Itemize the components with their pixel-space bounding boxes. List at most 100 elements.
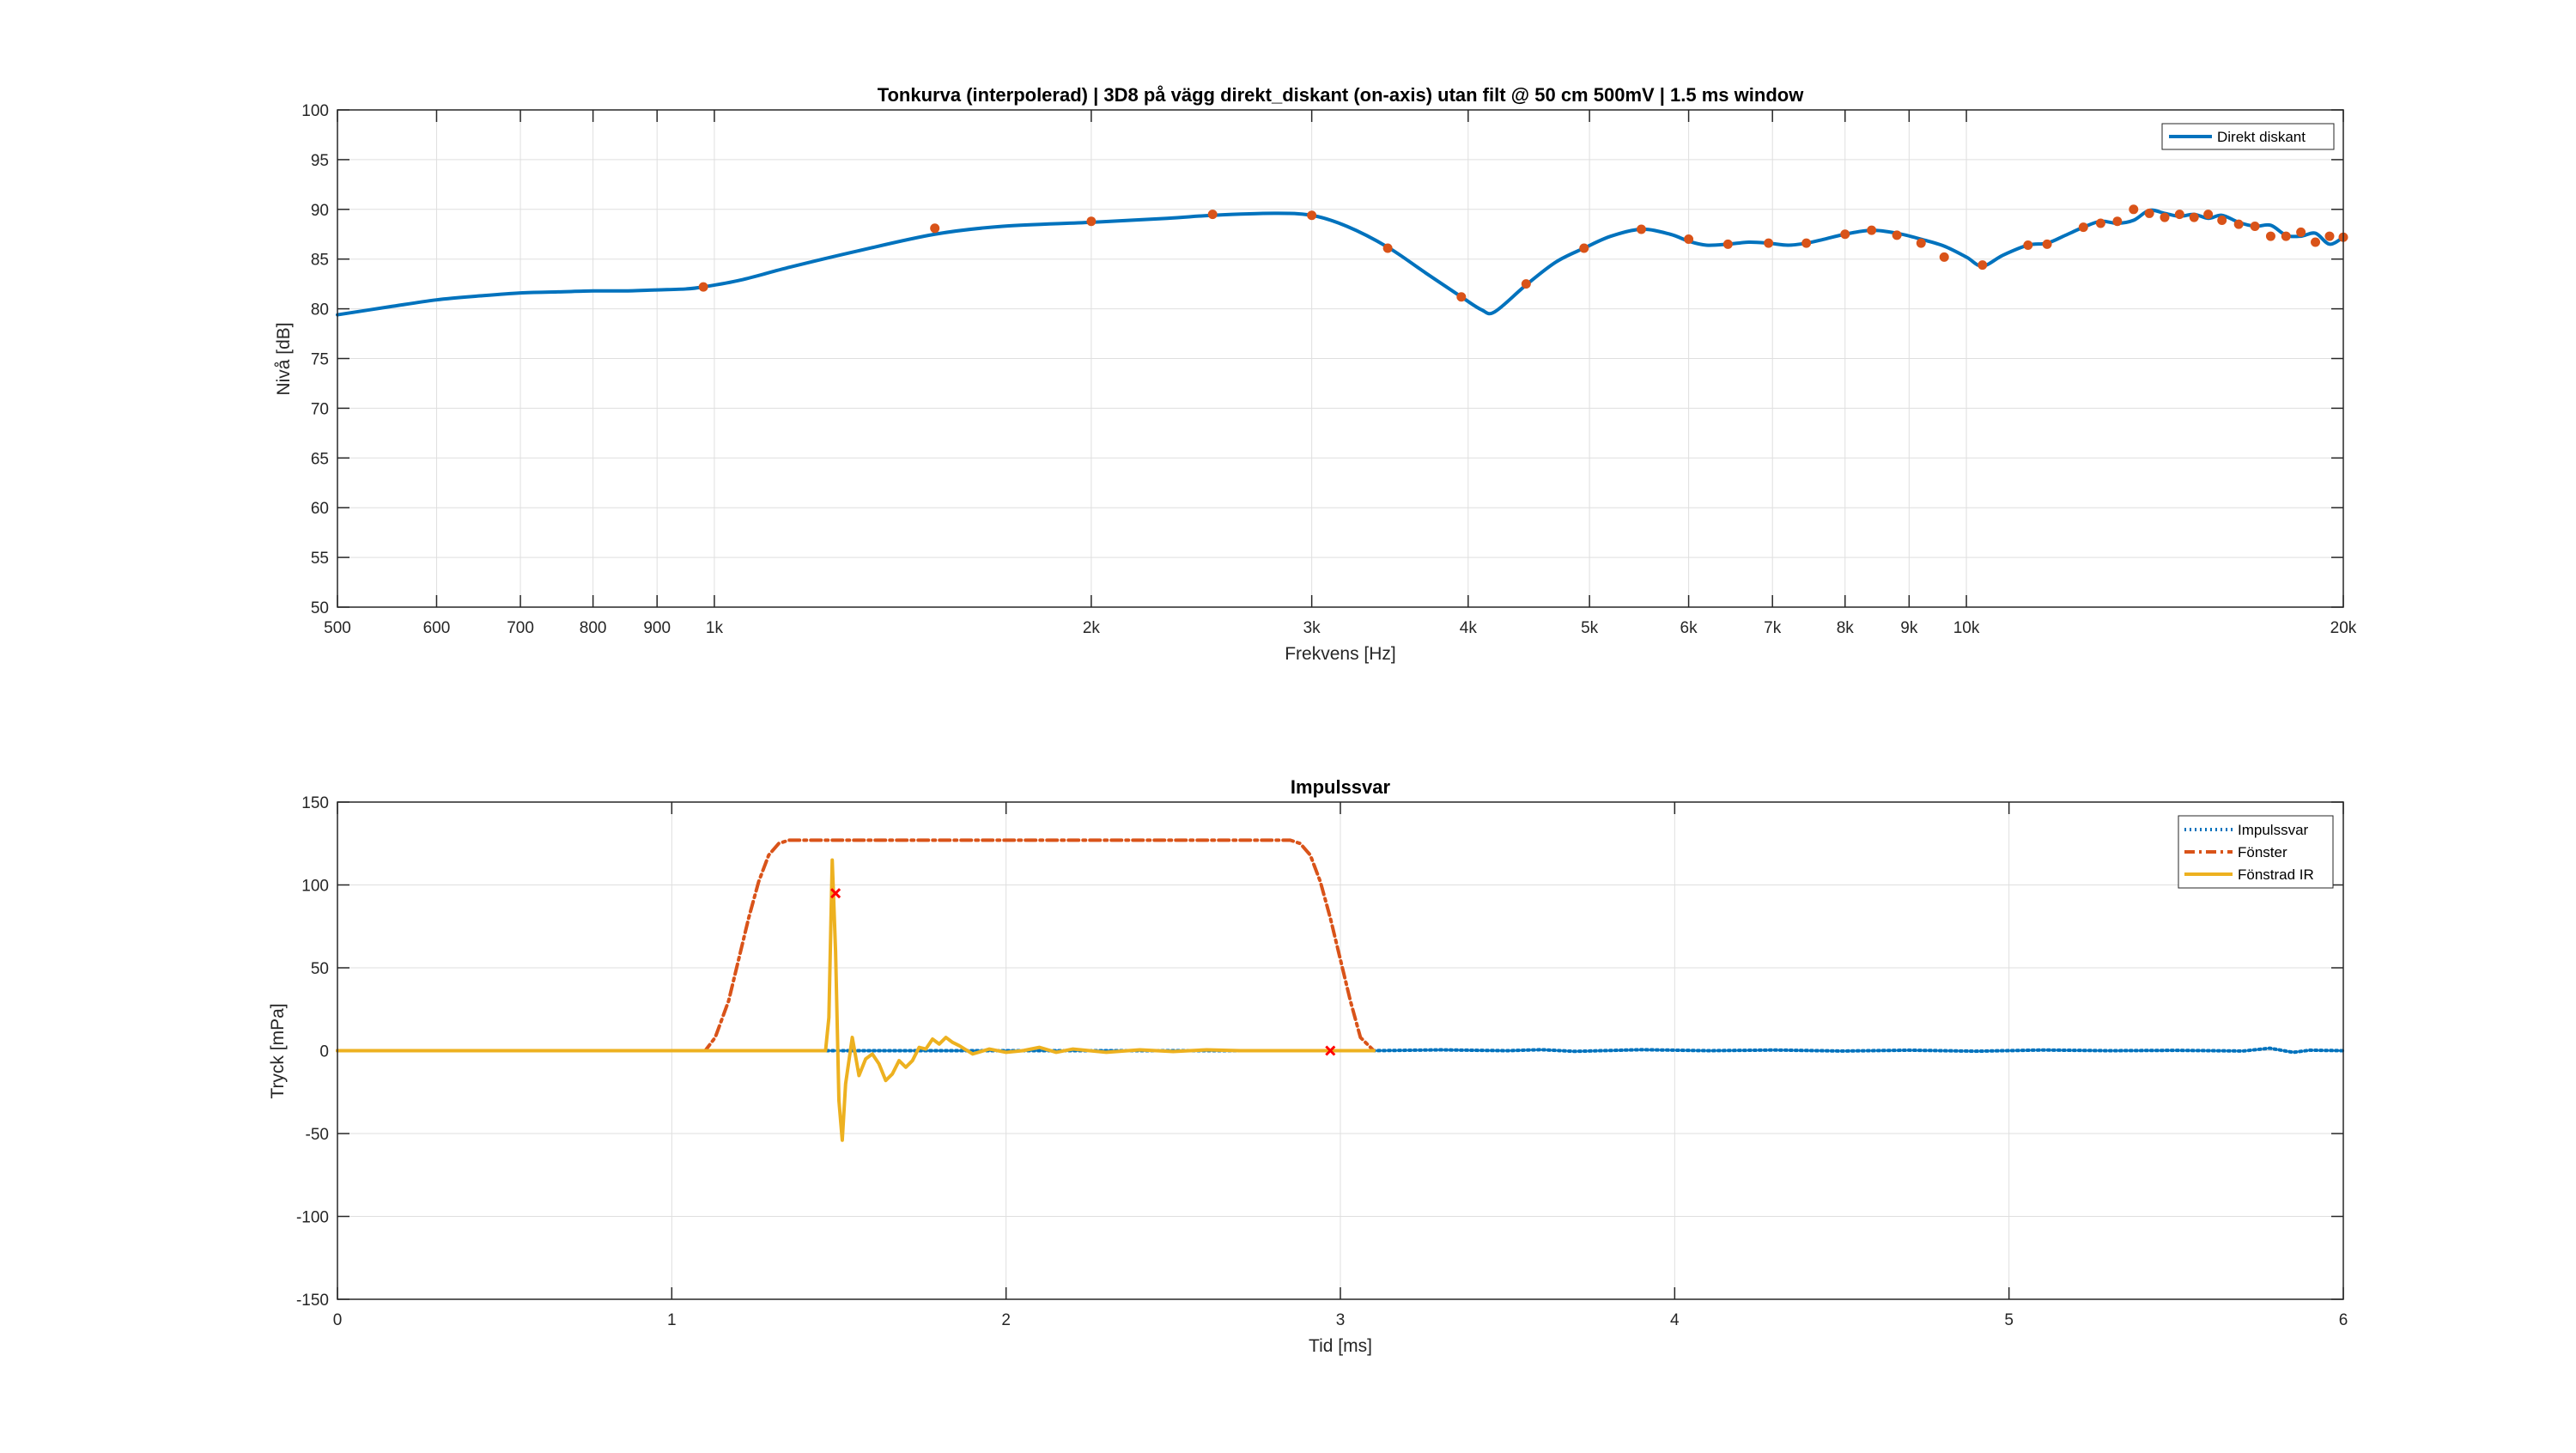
series-line-direkt-diskant [336, 208, 2345, 317]
x-axis-label: Tid [ms] [1309, 1336, 1372, 1356]
y-tick-label: 95 [311, 152, 329, 170]
x-tick-label: 800 [580, 619, 607, 637]
chart-title: Impulssvar [1291, 776, 1391, 798]
legend: Impulssvar Fönster Fönstrad IR [2178, 815, 2334, 889]
frequency-response-chart: 500 600 700 800 900 1k 2k 3k 4k 5k 6k 7k 8k 9k 10k 20k 5… [274, 84, 2357, 664]
x-tick-label: 0 [333, 1311, 343, 1329]
marker-point [1916, 238, 1926, 248]
legend-label-fonstrad-ir: Fönstrad IR [2238, 866, 2314, 883]
x-tick-label: 20k [2330, 619, 2357, 637]
x-tick-label: 500 [324, 619, 351, 637]
marker-point [2217, 216, 2227, 226]
x-tick-label: 8k [1837, 619, 1855, 637]
x-tick-label: 1 [667, 1311, 677, 1329]
marker-point [2311, 237, 2321, 247]
marker-point [1636, 224, 1646, 234]
marker-point [2144, 208, 2154, 218]
legend-label-impulssvar: Impulssvar [2238, 822, 2309, 838]
marker-point [1325, 1045, 1336, 1056]
marker-point [1892, 230, 1902, 240]
y-tick-label: 0 [319, 1043, 329, 1061]
marker-point [1939, 252, 1949, 262]
y-tick-label: 100 [301, 878, 329, 896]
y-tick-label: 60 [311, 500, 329, 518]
x-tick-label: 600 [423, 619, 451, 637]
x-tick-label: 5k [1581, 619, 1599, 637]
marker-point [2023, 240, 2033, 250]
marker-point [1456, 292, 1467, 302]
x-tick-label: 3 [1336, 1311, 1346, 1329]
series-line-impulssvar [336, 1046, 2345, 1055]
marker-point [2174, 210, 2184, 220]
x-tick-label: 7k [1764, 619, 1782, 637]
marker-point [698, 282, 708, 292]
marker-point [1521, 279, 1531, 289]
x-tick-label: 3k [1303, 619, 1321, 637]
x-tick-label: 1k [706, 619, 724, 637]
y-tick-label: 55 [311, 550, 329, 568]
y-tick-label: -50 [306, 1126, 329, 1144]
y-tick-label: 65 [311, 450, 329, 468]
data-layer [336, 838, 2345, 1142]
legend-label: Direkt diskant [2217, 129, 2306, 145]
marker-point [1840, 229, 1850, 240]
data-layer [336, 204, 2348, 317]
marker-point [2265, 231, 2275, 241]
marker-point [2250, 221, 2260, 231]
marker-point [2095, 218, 2105, 228]
marker-point [2324, 231, 2335, 241]
tick-labels: 0 1 2 3 4 5 6 -150 -100 -50 0 50 100 150 [296, 794, 2348, 1329]
y-tick-label: 150 [301, 794, 329, 812]
series-line-f-nster [336, 838, 1376, 1053]
x-tick-label: 9k [1900, 619, 1918, 637]
marker-point [2129, 204, 2139, 215]
marker-point [930, 223, 940, 234]
axes-box [337, 801, 2344, 1300]
marker-point [1722, 239, 1733, 249]
x-tick-label: 900 [643, 619, 671, 637]
marker-point [1684, 234, 1694, 245]
marker-point [2112, 216, 2123, 227]
y-tick-label: -100 [296, 1209, 329, 1227]
marker-point [1307, 210, 1317, 221]
x-tick-label: 5 [2004, 1311, 2014, 1329]
x-tick-label: 4 [1670, 1311, 1680, 1329]
legend: Direkt diskant [2161, 123, 2335, 150]
x-tick-label: 2 [1001, 1311, 1011, 1329]
legend-label-fonster: Fönster [2238, 844, 2287, 860]
x-tick-label: 6k [1680, 619, 1698, 637]
marker-point [1867, 225, 1877, 235]
impulse-response-chart: 0 1 2 3 4 5 6 -150 -100 -50 0 50 100 150 Impulssvar T… [268, 776, 2348, 1356]
y-axis-label: Tryck [mPa] [268, 1003, 288, 1098]
marker-point [2160, 212, 2170, 222]
marker-point [2042, 239, 2052, 249]
x-tick-label: 10k [1953, 619, 1980, 637]
marker-point [1086, 216, 1097, 227]
y-tick-label: 70 [311, 400, 329, 418]
marker-point [2203, 210, 2214, 220]
y-tick-label: 85 [311, 252, 329, 270]
y-tick-label: 100 [301, 102, 329, 120]
x-tick-label: 2k [1083, 619, 1101, 637]
x-axis-label: Frekvens [Hz] [1285, 644, 1396, 664]
marker-point [1978, 260, 1988, 271]
marker-point [830, 888, 841, 899]
marker-point [2078, 222, 2088, 233]
marker-point [1207, 210, 1218, 220]
marker-point [2189, 212, 2199, 222]
y-tick-label: 90 [311, 202, 329, 220]
marker-point [2281, 231, 2291, 241]
marker-point [2296, 227, 2306, 237]
x-tick-label: 4k [1460, 619, 1478, 637]
marker-point [1801, 238, 1812, 248]
series-line-f-nstrad-ir [336, 858, 1376, 1142]
marker-point [1382, 243, 1393, 253]
y-tick-label: 50 [311, 960, 329, 978]
tick-labels: 500 600 700 800 900 1k 2k 3k 4k 5k 6k 7k 8k 9k 10k 20k 5… [301, 102, 2357, 637]
y-tick-label: 50 [311, 599, 329, 617]
tick-marks [337, 109, 2344, 608]
axes-box [337, 109, 2344, 608]
marker-point [2233, 219, 2244, 229]
marker-point [1579, 243, 1589, 253]
